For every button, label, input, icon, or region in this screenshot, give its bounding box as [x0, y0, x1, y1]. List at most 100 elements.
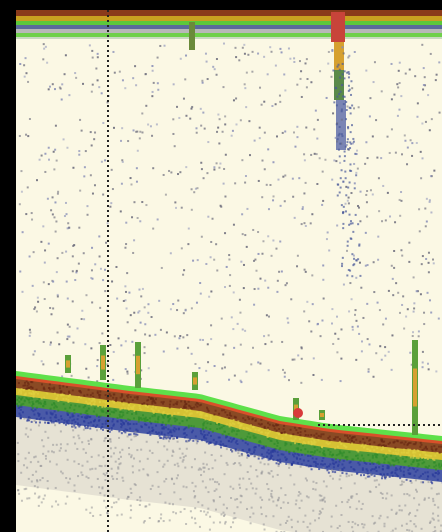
speckle [393, 267, 395, 269]
bed-speckle [88, 422, 90, 424]
marker-dot [107, 265, 109, 267]
bed-speckle [205, 487, 207, 489]
bed-speckle [239, 487, 241, 489]
bed-speckle [263, 523, 265, 525]
bed-speckle [18, 392, 20, 394]
bed-speckle [55, 398, 57, 400]
bed-speckle [158, 410, 160, 412]
bed-speckle [360, 474, 362, 476]
speckle [286, 282, 288, 284]
bed-speckle [147, 458, 149, 460]
bed-speckle [166, 449, 168, 451]
bed-speckle [396, 469, 398, 471]
bed-speckle [167, 432, 169, 434]
speckle [271, 341, 273, 343]
bed-speckle [372, 515, 374, 517]
speckle [136, 167, 138, 169]
speckle [207, 361, 209, 363]
marker-dot [107, 230, 109, 232]
speckle [66, 338, 68, 340]
speckle [423, 323, 425, 325]
marker-dot [107, 480, 109, 482]
speckle [379, 309, 381, 311]
bed-speckle [112, 418, 114, 420]
speckle [141, 201, 143, 203]
bed-speckle [57, 410, 59, 412]
bed-speckle [185, 455, 187, 457]
bed-speckle [384, 457, 386, 459]
bed-speckle [343, 460, 345, 462]
speckle [49, 307, 51, 309]
bed-speckle [304, 454, 306, 456]
bed-speckle [201, 504, 203, 506]
bed-speckle [244, 419, 246, 421]
bed-speckle [352, 521, 354, 523]
speckle [141, 112, 143, 114]
bed-speckle [39, 479, 41, 481]
speckle [349, 107, 351, 109]
bed-speckle [438, 464, 440, 466]
bed-speckle [51, 506, 53, 508]
speckle [284, 130, 286, 132]
speckle [57, 331, 59, 333]
speckle [312, 303, 314, 305]
speckle [177, 300, 179, 302]
marker-dot [107, 25, 109, 27]
speckle [253, 304, 255, 306]
bed-speckle [392, 452, 394, 454]
speckle [401, 255, 403, 257]
speckle [186, 334, 188, 336]
speckle [399, 82, 401, 84]
bed-speckle [133, 417, 135, 419]
bed-speckle [162, 466, 164, 468]
bed-speckle [285, 434, 287, 436]
speckle [49, 86, 51, 88]
speckle [44, 153, 46, 155]
bed-speckle [270, 440, 272, 442]
bed-speckle [157, 419, 159, 421]
speckle [264, 168, 266, 170]
speckle [244, 182, 246, 184]
marker-dot [107, 510, 109, 512]
speckle [259, 363, 261, 365]
speckle [368, 371, 370, 373]
bed-speckle [432, 513, 434, 515]
bed-speckle [329, 453, 331, 455]
speckle [346, 141, 348, 143]
bed-speckle [24, 394, 26, 396]
speckle [166, 331, 168, 333]
bed-speckle [214, 459, 216, 461]
bed-speckle [242, 417, 244, 419]
bed-speckle [320, 433, 322, 435]
speckle [269, 184, 271, 186]
speckle [78, 154, 80, 156]
speckle [67, 298, 69, 300]
bed-speckle [90, 438, 92, 440]
bed-speckle [191, 517, 193, 519]
speckle [133, 129, 135, 131]
bed-speckle [72, 389, 74, 391]
bed-speckle [392, 475, 394, 477]
marker-dot [107, 70, 109, 72]
speckle [337, 338, 339, 340]
bed-speckle [234, 417, 236, 419]
bed-speckle [248, 478, 250, 480]
speckle [215, 243, 217, 245]
bed-speckle [279, 447, 281, 449]
bed-speckle [408, 450, 410, 452]
speckle [393, 94, 395, 96]
bed-speckle [298, 491, 300, 493]
bed-speckle [54, 416, 56, 418]
marker-dot [107, 20, 109, 22]
bed-speckle [255, 493, 257, 495]
bed-speckle [306, 479, 308, 481]
bed-speckle [326, 485, 328, 487]
speckle [374, 61, 376, 63]
speckle [267, 148, 269, 150]
speckle [19, 271, 21, 273]
bed-speckle [93, 420, 95, 422]
bed-speckle [376, 451, 378, 453]
bed-speckle [124, 431, 126, 433]
bed-speckle [385, 475, 387, 477]
bed-speckle [102, 401, 104, 403]
